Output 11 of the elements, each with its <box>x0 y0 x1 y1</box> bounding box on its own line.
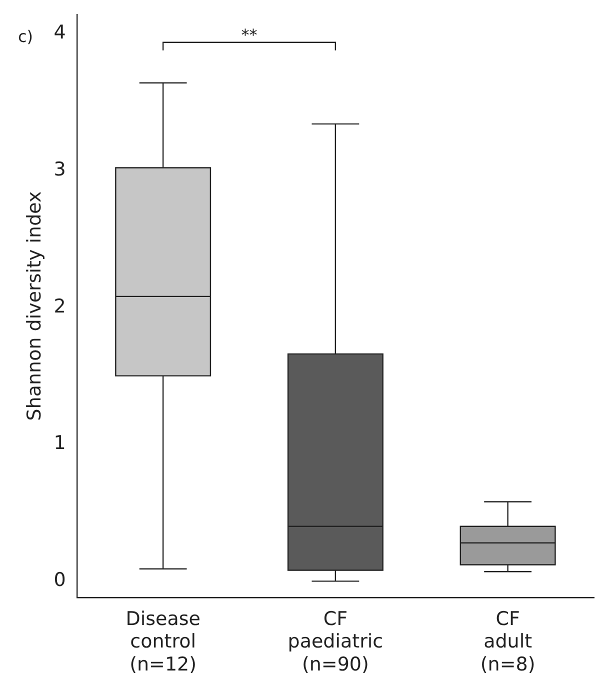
annotation: ** <box>241 26 258 45</box>
y-tick-label: 4 <box>54 22 66 44</box>
text: c) <box>18 27 34 46</box>
y-tick-label: 3 <box>54 158 66 180</box>
y-tick-label: 2 <box>54 295 66 318</box>
y-tick-label: 1 <box>54 432 66 454</box>
y-axis-title: Shannon diversity index <box>23 191 46 421</box>
x-tick-label: Disease control (n=12) <box>126 608 200 676</box>
y-tick-label: 0 <box>54 569 66 592</box>
x-tick-label: CF adult (n=8) <box>480 608 536 676</box>
x-tick-label: CF paediatric (n=90) <box>288 608 384 676</box>
